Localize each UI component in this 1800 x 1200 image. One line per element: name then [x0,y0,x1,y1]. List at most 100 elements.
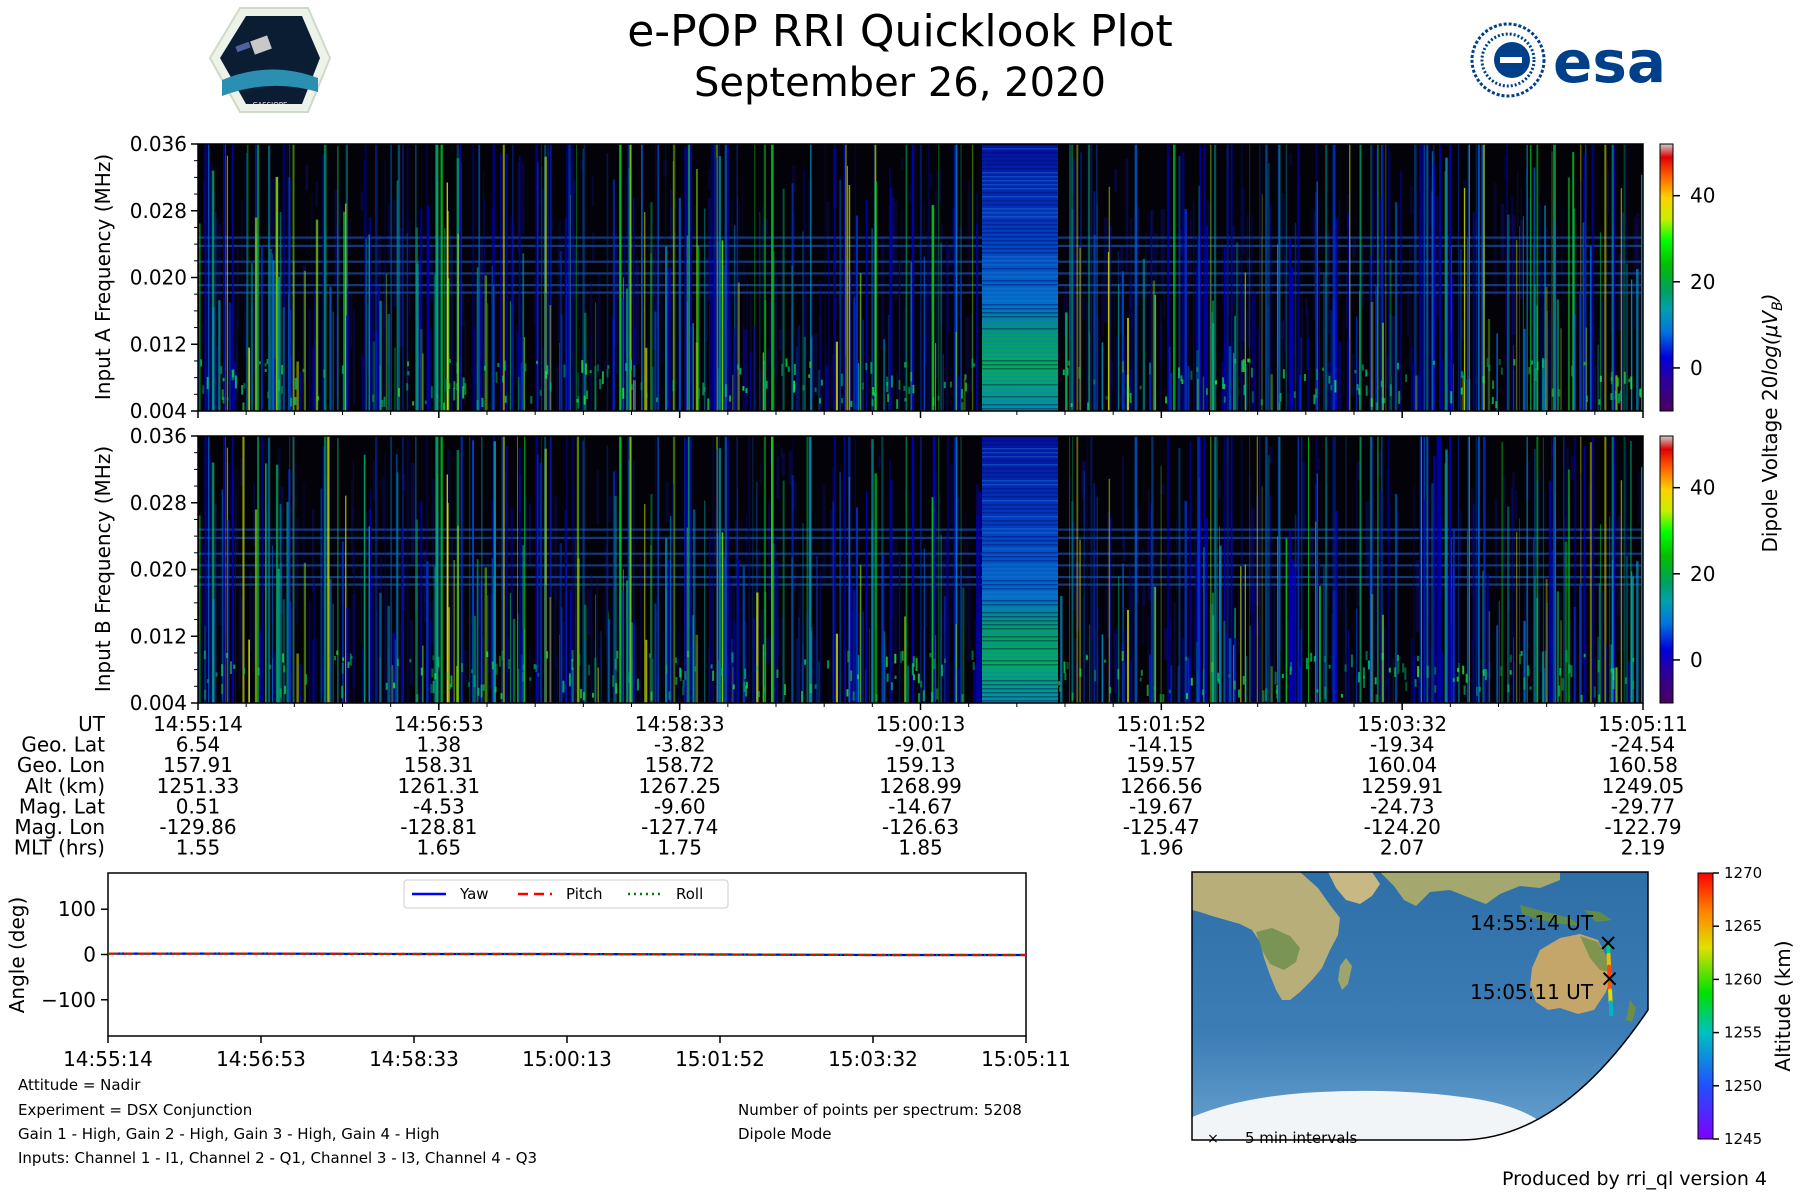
spectrogram-noise [665,481,670,523]
spectrogram-streak [1379,198,1382,411]
spectrogram-noise [934,471,938,601]
spectrogram-streak [818,661,820,703]
spectrogram-streak [1129,661,1133,703]
calibration-stripe [982,156,1058,158]
spectrogram-streak [1496,625,1498,703]
spectrogram-streak [375,436,378,703]
spectrogram-streak [1463,187,1466,411]
spectrogram-streak [387,605,390,703]
spectrogram-noise [528,504,531,565]
spectrogram-streak [329,286,332,411]
spectrogram-streak [798,325,800,411]
spectrogram-streak [1195,557,1198,703]
orbit-track-segment [1608,1000,1614,1017]
spectrogram-speckle [434,673,437,680]
spectrogram-streak [1108,186,1111,411]
spectrogram-speckle [665,664,668,674]
orbit-map-panel: 14:55:14 UT 15:05:11 UT × 5 min interval… [1191,871,1649,1147]
spectrogram-noise [930,267,932,312]
spectrogram-noise [781,249,784,370]
spectrogram-streak [1597,636,1599,703]
spectrogram-speckle [1217,672,1220,682]
spectrogram-streak [1597,344,1599,411]
spectrogram-noise [1122,536,1126,562]
spectrogram-noise [392,199,397,307]
spectrogram-streak [835,341,838,411]
spectrogram-streak [520,362,523,411]
calibration-stripe [982,564,1058,566]
spectrogram-streak [612,471,615,703]
spectrogram-streak [853,590,856,703]
spectrogram-streak [583,144,586,411]
spectrogram-speckle [1482,669,1485,676]
spectrogram-streak [549,144,551,411]
spectrogram-streak [1589,246,1592,411]
spectrogram-streak [1325,436,1328,703]
spectrogram-streak [1214,144,1217,411]
spectrogram-noise [1074,252,1078,288]
spectrogram-speckle [200,359,203,367]
spectrogram-streak [749,352,752,411]
spectrogram-noise [791,165,796,193]
spectrogram-speckle [1247,358,1250,363]
spectrogram-noise [1607,526,1610,557]
spectrogram-streak [1551,550,1553,703]
spectrogram-streak [510,216,513,411]
spectrogram-streak [865,580,867,703]
spectrogram-speckle [1248,358,1251,363]
spectrogram-noise [1471,487,1475,596]
spectrogram-noise [234,469,239,555]
spectrogram-noise [1317,346,1320,398]
spectrogram-noise [352,460,354,519]
spectrogram-streak [482,636,484,703]
spectrogram-streak [327,436,330,703]
spectrogram-streak [590,282,593,411]
spectrogram-speckle [886,382,889,393]
spectrogram-streak [1319,586,1321,703]
spectrogram-streak [1109,225,1112,411]
spectrogram-speckle [482,684,485,691]
spectrogram-streak [942,354,944,411]
calibration-stripe [982,400,1058,402]
spectrogram-streak [248,639,250,703]
spectrogram-streak [265,463,267,703]
spectrogram-streak [1206,518,1208,703]
spectrogram-streak [1088,624,1091,703]
spectrogram-speckle [1094,669,1097,682]
altitude-tick-label: 1250 [1724,1077,1762,1095]
calibration-stripe [982,204,1058,206]
spectrogram-speckle [1241,360,1244,372]
spectrogram-streak [292,144,295,411]
spectrogram-streak [576,144,577,411]
spectrogram-streak [268,145,271,411]
ephemeris-cell: -124.20 [1364,815,1441,839]
spectrogram-streak [843,436,846,703]
spectrogram-noise [804,286,806,375]
calibration-stripe [982,524,1058,526]
spectrogram-speckle [965,382,968,392]
spectrogram-streak [406,436,409,703]
spectrogram-streak [1334,144,1336,411]
spectrogram-noise [1458,616,1461,697]
spectrogram-streak [451,340,453,411]
spectrogram-speckle [1165,396,1168,404]
spectrogram-streak [1436,436,1440,703]
spectrogram-speckle [850,400,853,407]
spectrogram-streak [1300,337,1302,411]
spectrogram-streak [1533,537,1534,703]
spectrogram-noise [1488,662,1492,679]
spectrogram-streak [1599,232,1602,411]
voltage-colorbar-label-func: log( [1758,336,1782,375]
spectrogram-speckle [1534,368,1537,381]
spectrogram-streak [512,618,516,703]
spectrogram-noise [578,326,581,388]
spectrogram-speckle [804,659,807,665]
spectrogram-streak [810,335,813,411]
spectrogram-noise [1377,451,1382,477]
spectrogram-streak [732,358,734,411]
spectrogram-streak [1370,302,1374,411]
spectrogram-speckle [776,669,779,678]
spectrogram-speckle [720,667,723,677]
spectrogram-streak [277,276,280,411]
